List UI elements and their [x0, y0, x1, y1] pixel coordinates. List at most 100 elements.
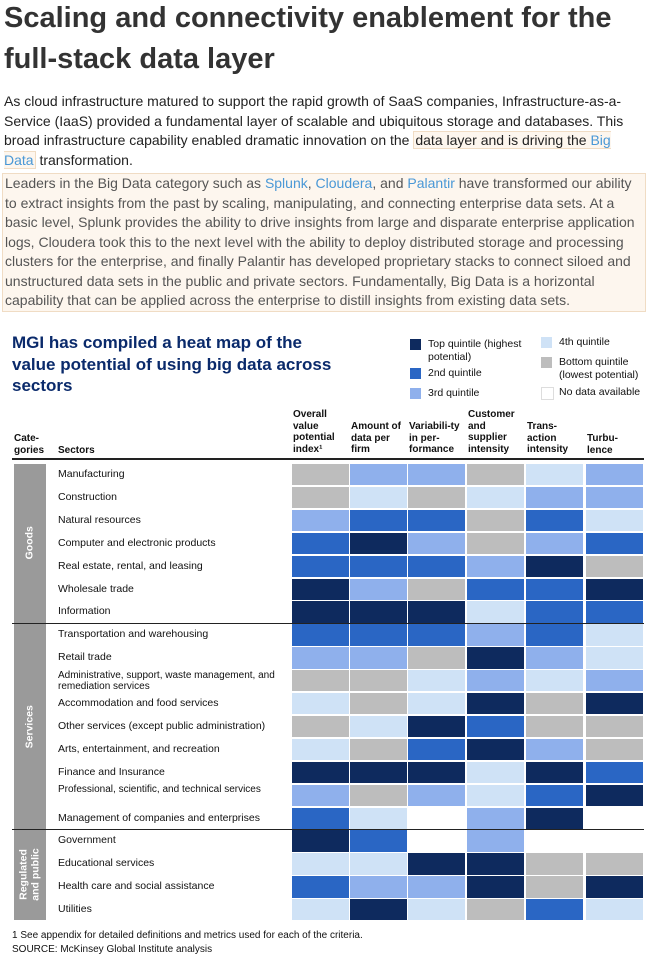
leaders-paragraph: Leaders in the Big Data category such as…: [2, 173, 646, 312]
heatmap-cell: [350, 578, 407, 600]
heatmap-cell: [292, 738, 349, 761]
heatmap-cell: [526, 624, 583, 646]
heatmap-cell: [408, 486, 465, 509]
heatmap-cell: [526, 670, 583, 692]
heatmap-cell: [408, 509, 465, 532]
heatmap-cell: [467, 899, 524, 921]
legend-swatch: [541, 387, 554, 400]
category-bar: [14, 624, 46, 829]
category-bar: [14, 830, 46, 921]
categories-header: Cate-gories: [14, 433, 45, 456]
sector-label: Retail trade: [58, 651, 112, 664]
heatmap-cell: [408, 876, 465, 898]
heatmap-cell: [408, 738, 465, 761]
heatmap-cell: [408, 532, 465, 555]
heatmap-cell: [526, 830, 583, 852]
heatmap-cell: [526, 715, 583, 738]
and-text: , and: [372, 175, 408, 191]
leaders-text-body: have transformed our ability to extract …: [5, 175, 635, 308]
heatmap-cell: [526, 464, 583, 486]
sector-label: Other services (except public administra…: [58, 719, 266, 732]
heatmap-cell: [467, 578, 524, 600]
heatmap-cell: [586, 876, 643, 898]
sector-label: Manufacturing: [58, 468, 125, 480]
heatmap-cell: [350, 853, 407, 875]
legend-swatch: [541, 337, 552, 348]
heatmap-cell: [586, 693, 643, 715]
heatmap-cell: [292, 486, 349, 509]
cloudera-link[interactable]: Cloudera: [315, 175, 373, 191]
heatmap-cell: [350, 509, 407, 532]
legend-label: 3rd quintile: [428, 387, 480, 399]
heatmap-cell: [292, 601, 349, 623]
palantir-link[interactable]: Palantir: [407, 175, 455, 191]
heatmap-cell: [586, 486, 643, 509]
legend-label: 2nd quintile: [428, 367, 482, 379]
heatmap-cell: [350, 532, 407, 555]
sector-label: Information: [58, 605, 111, 618]
category-label: Services: [23, 704, 36, 748]
heatmap-cell: [292, 830, 349, 852]
heatmap-cell: [350, 464, 407, 486]
heatmap-cell: [526, 853, 583, 875]
heatmap-cell: [350, 624, 407, 646]
heatmap-cell: [526, 738, 583, 761]
big-data-link[interactable]: Big Data: [4, 132, 611, 168]
heatmap-cell: [467, 555, 524, 577]
heatmap-cell: [408, 784, 465, 806]
sector-label: Management of companies and enterprises: [58, 811, 260, 824]
heatmap-cell: [467, 509, 524, 532]
source: SOURCE: McKinsey Global Institute analys…: [12, 944, 213, 955]
heatmap-cell: [586, 761, 643, 784]
heatmap-cell: [408, 807, 465, 829]
intro-text-end: transformation.: [35, 151, 133, 168]
sector-label: Educational services: [58, 857, 155, 870]
heatmap-cell: [292, 761, 349, 784]
page-title: Scaling and connectivity enablement for …: [4, 2, 612, 75]
heatmap-cell: [350, 876, 407, 898]
heatmap-cell: [408, 601, 465, 623]
heatmap-cell: [526, 509, 583, 532]
heatmap-cell: [586, 670, 643, 692]
heatmap-figure: MGI has compiled a heat map of the value…: [0, 318, 646, 959]
heatmap-cell: [292, 464, 349, 486]
heatmap-cell: [467, 486, 524, 509]
sector-label: Administrative, support, waste managemen…: [58, 669, 275, 692]
heatmap-cell: [292, 509, 349, 532]
heatmap-cell: [408, 761, 465, 784]
heatmap-cell: [292, 578, 349, 600]
legend-swatch: [410, 388, 421, 399]
heatmap-cell: [350, 670, 407, 692]
heatmap-cell: [350, 761, 407, 784]
heatmap-cell: [350, 647, 407, 669]
heatmap-cell: [586, 532, 643, 555]
heatmap-cell: [292, 784, 349, 806]
header-divider: [12, 458, 644, 460]
column-header: Trans-action intensity: [527, 421, 569, 455]
highlighted-text-body: data layer and is driving the: [415, 132, 591, 148]
heatmap-cell: [467, 647, 524, 669]
splunk-link[interactable]: Splunk: [264, 175, 308, 191]
heatmap-cell: [408, 693, 465, 715]
sector-label: Transportation and warehousing: [58, 628, 209, 641]
heatmap-cell: [586, 601, 643, 623]
heatmap-cell: [526, 601, 583, 623]
heatmap-cell: [586, 624, 643, 646]
legend-label: 4th quintile: [559, 336, 610, 348]
heatmap-cell: [292, 899, 349, 921]
heatmap-cell: [586, 647, 643, 669]
heatmap-cell: [408, 555, 465, 577]
heatmap-cell: [467, 876, 524, 898]
sector-label: Professional, scientific, and technical …: [58, 784, 261, 796]
sector-label: Finance and Insurance: [58, 765, 165, 778]
heatmap-cell: [408, 853, 465, 875]
legend-label: No data available: [559, 386, 641, 398]
heatmap-cell: [292, 555, 349, 577]
heatmap-cell: [467, 853, 524, 875]
column-header: Turbu-lence: [587, 433, 618, 456]
heatmap-cell: [467, 670, 524, 692]
heatmap-cell: [586, 555, 643, 577]
sectors-header: Sectors: [58, 445, 95, 456]
legend-swatch: [410, 368, 421, 379]
heatmap-cell: [586, 509, 643, 532]
